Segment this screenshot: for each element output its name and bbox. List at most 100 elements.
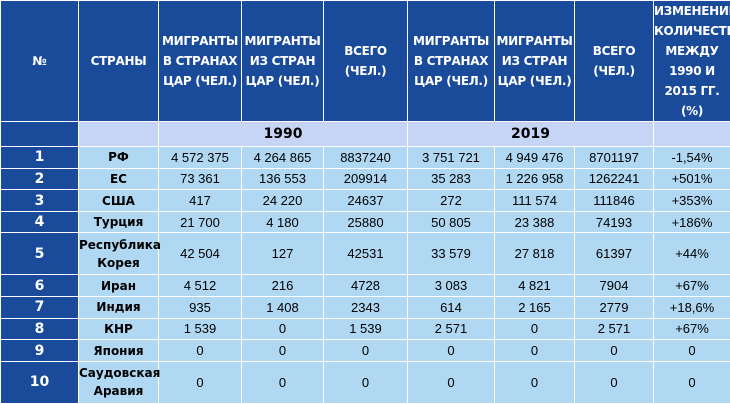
cell-total-1990: 0 <box>323 339 408 362</box>
country-name: Иран <box>78 274 159 298</box>
row-number: 3 <box>0 189 79 212</box>
row-number: 9 <box>0 339 79 362</box>
header-migrants-from-1990: Мигранты из стран ЦАР (чел.) <box>241 0 324 122</box>
cell-migrants-from-1990: 127 <box>241 232 324 276</box>
cell-total-1990: 0 <box>323 360 408 404</box>
row-number: 10 <box>0 360 79 404</box>
cell-migrants-from-2019: 0 <box>494 360 575 404</box>
cell-migrants-from-1990: 4 264 865 <box>241 146 324 169</box>
header-total-2019: Всего (чел.) <box>574 0 654 122</box>
cell-total-1990: 24637 <box>323 189 408 212</box>
cell-total-2019: 8701197 <box>574 146 654 169</box>
cell-total-1990: 42531 <box>323 232 408 276</box>
year-row-spacer <box>0 120 79 148</box>
cell-migrants-from-2019: 4 949 476 <box>494 146 575 169</box>
header-migrants-in-1990: Мигранты в странах ЦАР (чел.) <box>158 0 242 122</box>
table-row: 6 Иран 4 512 216 4728 3 083 4 821 7904 +… <box>0 274 730 298</box>
cell-migrants-from-1990: 0 <box>241 317 324 341</box>
cell-change: +67% <box>653 274 730 298</box>
cell-migrants-in-2019: 33 579 <box>407 232 495 276</box>
row-number: 5 <box>0 232 79 276</box>
header-change: Изменение количества между 1990 и 2015 г… <box>653 0 730 122</box>
cell-total-1990: 8837240 <box>323 146 408 169</box>
cell-migrants-from-1990: 0 <box>241 360 324 404</box>
cell-migrants-from-1990: 1 408 <box>241 296 324 319</box>
cell-total-1990: 25880 <box>323 210 408 234</box>
country-name: Республика Корея <box>78 232 161 276</box>
table-row: 5 Республика Корея 42 504 127 42531 33 5… <box>0 232 730 276</box>
cell-migrants-from-2019: 23 388 <box>494 210 575 234</box>
cell-change: +44% <box>653 232 730 276</box>
cell-total-2019: 61397 <box>574 232 654 276</box>
cell-migrants-in-2019: 2 571 <box>407 317 495 341</box>
country-name: Турция <box>78 210 159 234</box>
row-number: 8 <box>0 317 79 341</box>
cell-migrants-in-2019: 272 <box>407 189 495 212</box>
cell-migrants-in-1990: 935 <box>158 296 242 319</box>
cell-total-2019: 74193 <box>574 210 654 234</box>
country-name: Саудовская Аравия <box>78 360 160 404</box>
row-number: 6 <box>0 274 79 298</box>
cell-migrants-from-1990: 136 553 <box>241 167 324 191</box>
cell-total-2019: 1262241 <box>574 167 654 191</box>
cell-change: +501% <box>653 167 730 191</box>
cell-change: +353% <box>653 189 730 212</box>
cell-migrants-from-1990: 4 180 <box>241 210 324 234</box>
year-1990-label: 1990 <box>158 120 408 148</box>
table-row: 10 Саудовская Аравия 0 0 0 0 0 0 0 <box>0 360 730 404</box>
table-row: 4 Турция 21 700 4 180 25880 50 805 23 38… <box>0 210 730 234</box>
cell-migrants-from-2019: 4 821 <box>494 274 575 298</box>
cell-migrants-in-2019: 0 <box>407 339 495 362</box>
header-number: № <box>0 0 79 122</box>
country-name: КНР <box>78 317 159 341</box>
cell-migrants-in-2019: 3 751 721 <box>407 146 495 169</box>
cell-migrants-in-2019: 0 <box>407 360 495 404</box>
cell-migrants-from-1990: 24 220 <box>241 189 324 212</box>
year-row-spacer <box>653 120 730 148</box>
cell-migrants-in-2019: 35 283 <box>407 167 495 191</box>
table-row: 3 США 417 24 220 24637 272 111 574 11184… <box>0 189 730 212</box>
cell-migrants-in-1990: 417 <box>158 189 242 212</box>
cell-change: +18,6% <box>653 296 730 319</box>
cell-total-2019: 111846 <box>574 189 654 212</box>
year-2019-label: 2019 <box>407 120 654 148</box>
country-name: Индия <box>78 296 159 319</box>
row-number: 7 <box>0 296 79 319</box>
header-countries: Страны <box>78 0 159 122</box>
cell-migrants-from-2019: 1 226 958 <box>494 167 575 191</box>
cell-total-2019: 0 <box>574 339 654 362</box>
row-number: 4 <box>0 210 79 234</box>
cell-total-1990: 1 539 <box>323 317 408 341</box>
cell-change: -1,54% <box>653 146 730 169</box>
cell-total-1990: 209914 <box>323 167 408 191</box>
cell-change: +186% <box>653 210 730 234</box>
header-migrants-from-2019: Мигранты из стран ЦАР (чел.) <box>494 0 575 122</box>
cell-change: 0 <box>653 339 730 362</box>
cell-total-2019: 2779 <box>574 296 654 319</box>
cell-migrants-in-1990: 0 <box>158 360 242 404</box>
cell-migrants-in-1990: 42 504 <box>158 232 242 276</box>
table-row: 1 РФ 4 572 375 4 264 865 8837240 3 751 7… <box>0 146 730 169</box>
cell-total-1990: 2343 <box>323 296 408 319</box>
cell-total-2019: 0 <box>574 360 654 404</box>
country-name: ЕС <box>78 167 159 191</box>
cell-migrants-from-2019: 27 818 <box>494 232 575 276</box>
cell-total-1990: 4728 <box>323 274 408 298</box>
table-row: 7 Индия 935 1 408 2343 614 2 165 2779 +1… <box>0 296 730 319</box>
cell-migrants-in-1990: 0 <box>158 339 242 362</box>
cell-migrants-in-1990: 1 539 <box>158 317 242 341</box>
cell-migrants-from-2019: 2 165 <box>494 296 575 319</box>
cell-migrants-from-2019: 111 574 <box>494 189 575 212</box>
table-row: 8 КНР 1 539 0 1 539 2 571 0 2 571 +67% <box>0 317 730 341</box>
cell-migrants-in-2019: 614 <box>407 296 495 319</box>
cell-migrants-in-1990: 21 700 <box>158 210 242 234</box>
header-migrants-in-2019: Мигранты в странах ЦАР (чел.) <box>407 0 495 122</box>
country-name: США <box>78 189 159 212</box>
cell-change: 0 <box>653 360 730 404</box>
country-name: Япония <box>78 339 159 362</box>
table-row: 9 Япония 0 0 0 0 0 0 0 <box>0 339 730 362</box>
cell-migrants-in-2019: 3 083 <box>407 274 495 298</box>
cell-migrants-in-1990: 73 361 <box>158 167 242 191</box>
row-number: 1 <box>0 146 79 169</box>
